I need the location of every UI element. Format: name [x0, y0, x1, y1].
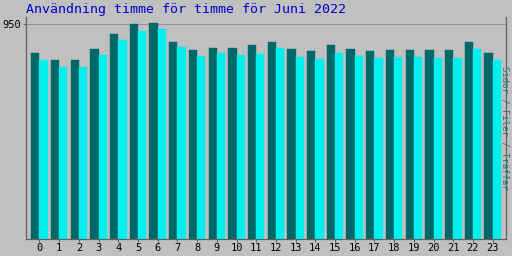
Bar [71, 60, 79, 239]
Bar [150, 23, 158, 239]
Bar [434, 58, 442, 239]
Bar [79, 67, 87, 239]
Bar [177, 47, 186, 239]
Bar [228, 48, 237, 239]
Bar [256, 54, 265, 239]
Bar [276, 48, 284, 239]
Bar [130, 24, 138, 239]
Bar [465, 42, 473, 239]
Bar [268, 42, 276, 239]
Bar [237, 55, 245, 239]
Bar [287, 49, 295, 239]
Bar [59, 67, 68, 239]
Bar [347, 49, 355, 239]
Bar [484, 53, 493, 239]
Bar [406, 50, 414, 239]
Bar [386, 50, 394, 239]
Bar [99, 56, 107, 239]
Bar [31, 53, 39, 239]
Bar [374, 58, 382, 239]
Bar [208, 48, 217, 239]
Bar [138, 31, 146, 239]
Bar [189, 50, 197, 239]
Bar [425, 50, 434, 239]
Bar [197, 56, 205, 239]
Bar [110, 34, 118, 239]
Bar [473, 49, 481, 239]
Bar [307, 51, 315, 239]
Bar [453, 58, 461, 239]
Bar [355, 56, 363, 239]
Y-axis label: Sidor / Filer / Träffar: Sidor / Filer / Träffar [500, 66, 509, 190]
Bar [327, 45, 335, 239]
Bar [493, 60, 501, 239]
Bar [90, 49, 99, 239]
Bar [158, 29, 166, 239]
Bar [51, 60, 59, 239]
Bar [335, 53, 344, 239]
Bar [169, 42, 177, 239]
Text: Användning timme för timme för Juni 2022: Användning timme för timme för Juni 2022 [26, 3, 346, 16]
Bar [414, 57, 422, 239]
Bar [217, 53, 225, 239]
Bar [315, 59, 324, 239]
Bar [366, 51, 374, 239]
Bar [394, 57, 402, 239]
Bar [445, 50, 453, 239]
Bar [118, 40, 126, 239]
Bar [39, 60, 48, 239]
Bar [295, 57, 304, 239]
Bar [248, 45, 256, 239]
